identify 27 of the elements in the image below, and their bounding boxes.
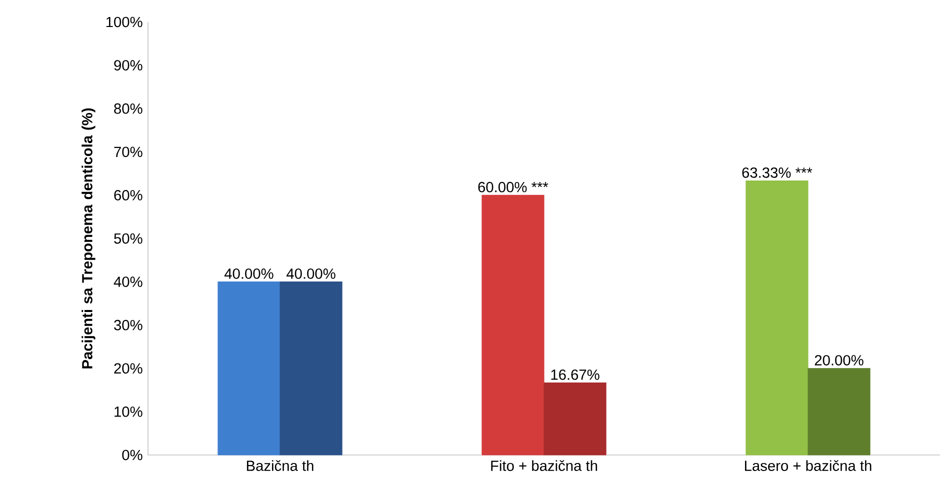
x-tick-label: Lasero + bazična th <box>745 460 872 471</box>
y-tick-label: 20% <box>114 363 142 374</box>
y-tick-label: 10% <box>114 406 142 417</box>
bar <box>544 382 606 456</box>
y-tick-label: 40% <box>114 276 142 287</box>
y-tick-label: 70% <box>114 146 142 158</box>
y-axis-title: Pacijenti sa Treponema denticola (%) <box>82 108 96 368</box>
bar <box>746 180 808 456</box>
data-label: 40.00% <box>286 268 336 279</box>
bar <box>218 282 280 456</box>
y-tick-label: 0% <box>122 450 142 460</box>
y-tick-label: 50% <box>114 233 142 244</box>
data-label: 20.00% <box>814 355 864 366</box>
y-tick-label: 90% <box>114 60 142 70</box>
y-tick-label: 80% <box>114 103 142 114</box>
y-tick-label: 30% <box>114 320 142 330</box>
y-tick-label: 100% <box>106 16 142 28</box>
bar <box>280 282 342 456</box>
bar <box>482 194 544 456</box>
data-label: 63.33% *** <box>742 167 812 178</box>
bar <box>808 368 870 456</box>
data-label: 60.00% *** <box>478 182 548 192</box>
y-tick-label: 60% <box>114 190 142 200</box>
x-tick-label: Bazična th <box>246 460 314 471</box>
data-label: 40.00% <box>224 268 274 279</box>
data-label: 16.67% <box>551 370 600 380</box>
x-tick-label: Fito + bazična th <box>491 460 598 471</box>
